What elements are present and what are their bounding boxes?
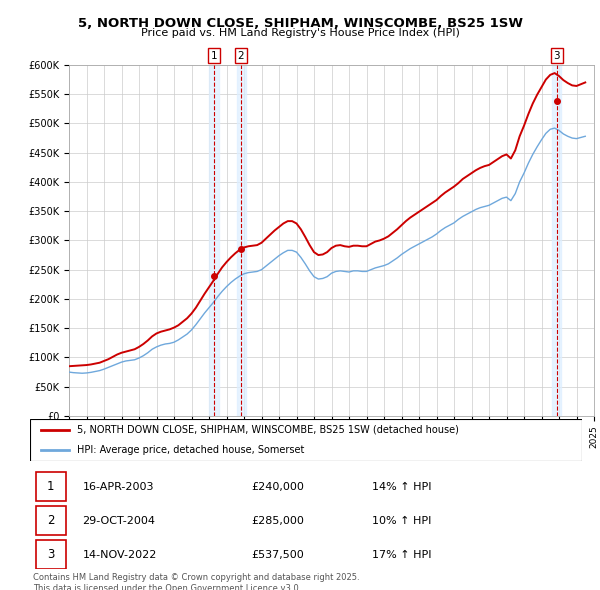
Text: 10% ↑ HPI: 10% ↑ HPI <box>372 516 431 526</box>
Text: 1: 1 <box>47 480 55 493</box>
Text: 16-APR-2003: 16-APR-2003 <box>82 482 154 491</box>
Bar <box>35 506 66 535</box>
Text: £240,000: £240,000 <box>251 482 304 491</box>
Text: 3: 3 <box>47 548 55 562</box>
Bar <box>35 472 66 501</box>
Text: 1: 1 <box>211 51 217 61</box>
Text: 29-OCT-2004: 29-OCT-2004 <box>82 516 155 526</box>
Text: HPI: Average price, detached house, Somerset: HPI: Average price, detached house, Some… <box>77 445 304 455</box>
Bar <box>236 65 246 416</box>
Bar <box>35 540 66 569</box>
Text: 5, NORTH DOWN CLOSE, SHIPHAM, WINSCOMBE, BS25 1SW (detached house): 5, NORTH DOWN CLOSE, SHIPHAM, WINSCOMBE,… <box>77 425 459 435</box>
Text: 3: 3 <box>553 51 560 61</box>
Text: 14-NOV-2022: 14-NOV-2022 <box>82 550 157 560</box>
Text: 2: 2 <box>238 51 244 61</box>
Text: Price paid vs. HM Land Registry's House Price Index (HPI): Price paid vs. HM Land Registry's House … <box>140 28 460 38</box>
Text: 5, NORTH DOWN CLOSE, SHIPHAM, WINSCOMBE, BS25 1SW: 5, NORTH DOWN CLOSE, SHIPHAM, WINSCOMBE,… <box>77 17 523 30</box>
Bar <box>209 65 220 416</box>
Bar <box>553 65 561 416</box>
Text: £285,000: £285,000 <box>251 516 304 526</box>
Text: 17% ↑ HPI: 17% ↑ HPI <box>372 550 432 560</box>
Text: £537,500: £537,500 <box>251 550 304 560</box>
Text: 2: 2 <box>47 514 55 527</box>
Text: Contains HM Land Registry data © Crown copyright and database right 2025.
This d: Contains HM Land Registry data © Crown c… <box>33 573 359 590</box>
Text: 14% ↑ HPI: 14% ↑ HPI <box>372 482 432 491</box>
